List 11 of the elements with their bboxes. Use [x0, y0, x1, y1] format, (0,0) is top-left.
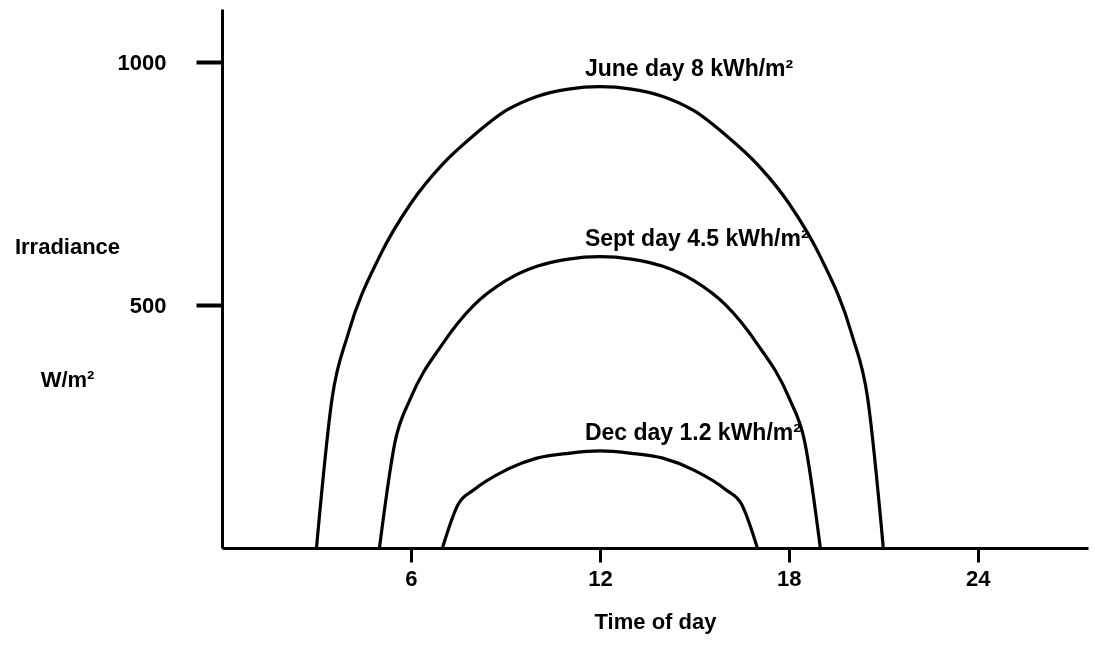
x-tick-label: 24: [966, 565, 992, 591]
x-axis-title: Time of day: [594, 608, 718, 634]
series-label: Dec day 1.2 kWh/m²: [584, 418, 802, 445]
series-label: June day 8 kWh/m²: [584, 54, 794, 81]
y-tick-label: 500: [129, 292, 167, 318]
x-tick-label: 12: [588, 565, 613, 591]
x-tick-label: 6: [405, 565, 418, 591]
text: Irradiance W/m²: [14, 233, 121, 392]
series-label: Sept day 4.5 kWh/m²: [584, 224, 809, 251]
y-tick-label: 1000: [117, 49, 167, 75]
x-tick-label: 18: [777, 565, 802, 591]
